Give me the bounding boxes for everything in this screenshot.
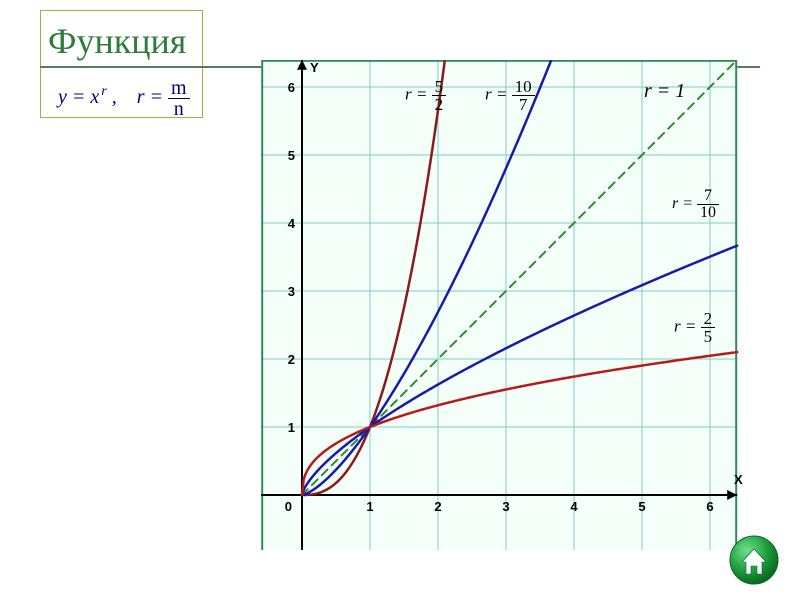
svg-text:4: 4 — [288, 216, 296, 231]
curve-label-r52: r = 52 — [405, 78, 446, 113]
formula-rhs-prefix: r = — [137, 86, 168, 108]
svg-text:6: 6 — [288, 80, 295, 95]
curve-label-r107: r = 107 — [485, 78, 535, 113]
svg-text:0: 0 — [285, 499, 292, 514]
svg-text:1: 1 — [288, 420, 295, 435]
svg-text:4: 4 — [570, 499, 578, 514]
svg-text:1: 1 — [366, 499, 373, 514]
curve-label-r1: r = 1 — [644, 80, 685, 103]
power-function-chart: 0123456-1123456 Y X r = 1r = 52r = 107r … — [260, 60, 750, 550]
svg-text:6: 6 — [706, 499, 713, 514]
home-button[interactable] — [728, 534, 780, 586]
svg-text:3: 3 — [288, 284, 295, 299]
svg-text:2: 2 — [288, 352, 295, 367]
title-text: Функция — [48, 21, 186, 61]
formula-lhs-prefix: y = x — [58, 86, 99, 108]
y-axis-label: Y — [310, 60, 319, 75]
formula-rhs-frac: mn — [168, 78, 190, 119]
svg-text:3: 3 — [502, 499, 509, 514]
page-title: Функция — [48, 20, 186, 62]
svg-text:5: 5 — [638, 499, 645, 514]
x-axis-label: X — [734, 472, 743, 487]
svg-text:2: 2 — [434, 499, 441, 514]
formula: y = xr , r = mn — [58, 78, 190, 119]
home-icon — [728, 534, 780, 586]
formula-comma: , — [112, 86, 117, 108]
curve-label-r710: r = 710 — [672, 188, 719, 221]
formula-exp: r — [99, 84, 106, 99]
chart-svg: 0123456-1123456 — [260, 60, 750, 550]
svg-text:5: 5 — [288, 148, 295, 163]
curve-label-r25: r = 25 — [674, 310, 715, 345]
